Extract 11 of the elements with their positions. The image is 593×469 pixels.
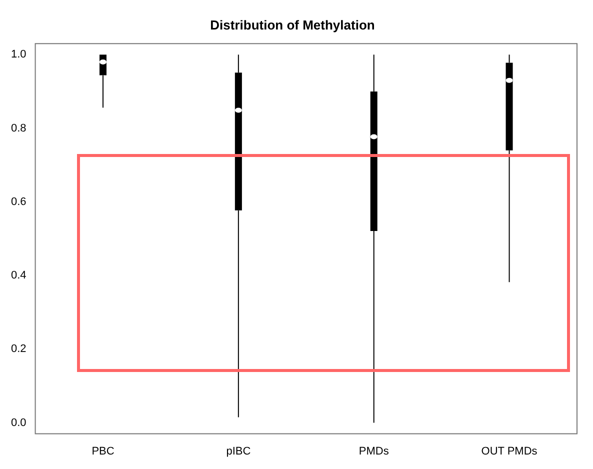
y-tick-label: 0.2: [10, 343, 26, 356]
y-tick-label: 0.8: [10, 122, 26, 134]
chart-title: Distribution of Methylation: [210, 17, 375, 32]
y-tick-label: 0.0: [10, 416, 26, 429]
x-tick-label: pIBC: [226, 445, 251, 458]
y-tick-label: 0.4: [10, 270, 26, 282]
y-tick-label: 1.0: [10, 48, 26, 61]
x-tick-label: PBC: [92, 445, 114, 458]
x-tick-label: PMDs: [358, 445, 390, 458]
x-tick-label: OUT PMDs: [481, 445, 538, 458]
y-tick-label: 0.6: [10, 196, 26, 208]
